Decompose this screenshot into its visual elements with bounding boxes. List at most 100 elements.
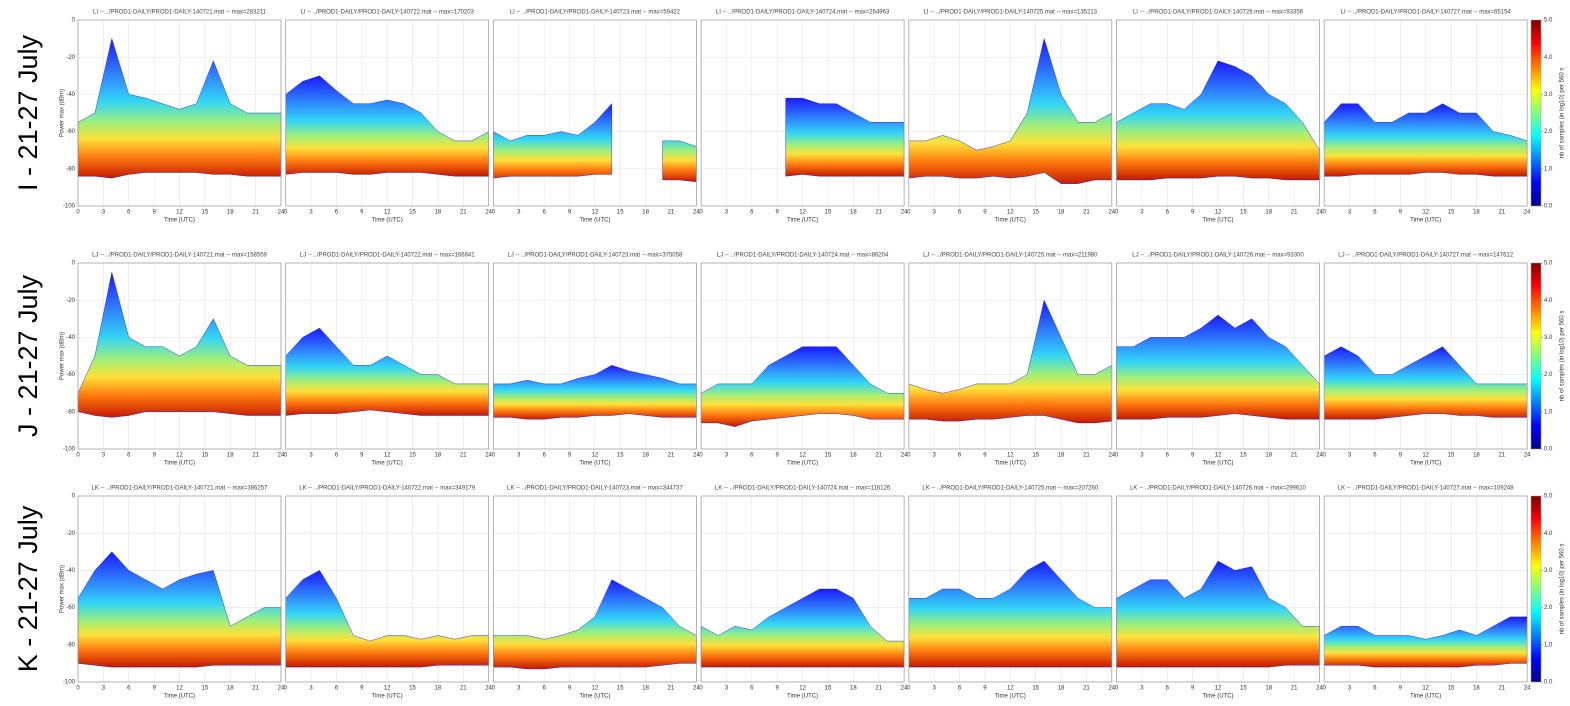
x-tick-label: 9 <box>152 686 156 692</box>
x-tick-label: 18 <box>1058 686 1065 692</box>
colorbar-tick-label: 5.0 <box>1544 261 1553 267</box>
x-tick-label: 15 <box>409 210 416 216</box>
chart-title: LI -- ../PROD1-DAILY/PROD1-DAILY-140727.… <box>1341 10 1512 16</box>
x-tick-label: 0 <box>1323 686 1327 692</box>
x-tick-label: 3 <box>933 686 937 692</box>
colorbar-tick-label: 3.0 <box>1544 568 1553 574</box>
x-tick-label: 3 <box>309 686 313 692</box>
x-tick-label: 6 <box>1166 453 1170 459</box>
x-tick-label: 12 <box>176 453 183 459</box>
chart-title: LI -- ../PROD1-DAILY/PROD1-DAILY-140724.… <box>716 10 890 16</box>
y-axis-label: Power max (dBm) <box>60 332 66 380</box>
x-tick-label: 18 <box>227 210 234 216</box>
chart-title: LI -- ../PROD1-DAILY/PROD1-DAILY-140723.… <box>510 10 681 16</box>
x-axis-label: Time (UTC) <box>164 218 195 224</box>
x-tick-label: 18 <box>1265 686 1272 692</box>
x-tick-label: 15 <box>202 210 209 216</box>
x-tick-label: 12 <box>1007 453 1014 459</box>
x-tick-label: 15 <box>409 686 416 692</box>
x-tick-label: 18 <box>227 453 234 459</box>
y-tick-label: -80 <box>66 409 75 415</box>
colorbar-tick-label: 4.0 <box>1544 531 1553 537</box>
y-tick-label: -100 <box>63 680 76 686</box>
x-tick-label: 18 <box>642 453 649 459</box>
x-tick-label: 15 <box>1032 453 1039 459</box>
x-tick-label: 0 <box>1323 210 1327 216</box>
chart-title: LI -- ../PROD1-DAILY/PROD1-DAILY-140725.… <box>924 10 1098 16</box>
y-tick-label: -20 <box>66 531 75 537</box>
x-tick-label: 3 <box>933 453 937 459</box>
x-tick-label: 12 <box>1422 210 1429 216</box>
x-tick-label: 9 <box>360 453 364 459</box>
x-tick-label: 3 <box>933 210 937 216</box>
x-tick-label: 18 <box>435 210 442 216</box>
y-tick-label: -40 <box>66 92 75 98</box>
y-tick-label: -60 <box>66 372 75 378</box>
x-tick-label: 0 <box>699 210 703 216</box>
x-tick-label: 15 <box>825 686 832 692</box>
y-tick-label: 0 <box>72 261 76 267</box>
x-tick-label: 15 <box>409 453 416 459</box>
x-tick-label: 15 <box>1448 210 1455 216</box>
x-axis-label: Time (UTC) <box>995 461 1026 467</box>
row-label: K - 21-27 July <box>13 505 43 672</box>
colorbar-tick-label: 5.0 <box>1544 494 1553 500</box>
x-axis-label: Time (UTC) <box>372 218 403 224</box>
x-tick-label: 15 <box>1448 686 1455 692</box>
colorbar-tick-label: 5.0 <box>1544 18 1553 24</box>
chart-title: LJ -- ../PROD1-DAILY/PROD1-DAILY-140726.… <box>1132 253 1304 259</box>
x-tick-label: 9 <box>568 453 572 459</box>
y-axis-label: Power max (dBm) <box>60 89 66 137</box>
chart-title: LK -- ../PROD1-DAILY/PROD1-DAILY-140725.… <box>922 486 1098 492</box>
x-tick-label: 6 <box>127 453 131 459</box>
x-tick-label: 12 <box>592 453 599 459</box>
x-tick-label: 9 <box>152 453 156 459</box>
y-tick-label: -80 <box>66 642 75 648</box>
x-tick-label: 12 <box>1215 686 1222 692</box>
x-tick-label: 15 <box>1032 686 1039 692</box>
x-tick-label: 12 <box>384 686 391 692</box>
x-tick-label: 18 <box>1265 453 1272 459</box>
colorbar <box>1531 263 1541 449</box>
x-tick-label: 9 <box>983 210 987 216</box>
x-tick-label: 18 <box>1473 210 1480 216</box>
colorbar-tick-label: 0.0 <box>1544 680 1553 686</box>
x-tick-label: 21 <box>875 686 882 692</box>
x-tick-label: 18 <box>227 686 234 692</box>
x-axis-label: Time (UTC) <box>1202 694 1233 700</box>
x-tick-label: 0 <box>76 686 80 692</box>
y-tick-label: -60 <box>66 129 75 135</box>
x-axis-label: Time (UTC) <box>372 461 403 467</box>
chart-title: LJ -- ../PROD1-DAILY/PROD1-DAILY-140721.… <box>92 253 267 259</box>
x-axis-label: Time (UTC) <box>787 694 818 700</box>
figure: I - 21-27 JulyJ - 21-27 JulyK - 21-27 Ju… <box>0 0 1570 701</box>
colorbar-tick-label: 2.0 <box>1544 605 1553 611</box>
x-tick-label: 21 <box>1498 210 1505 216</box>
colorbar-label: nb of samples (in log10) per 560 s <box>1560 311 1566 402</box>
y-axis-label: Power max (dBm) <box>60 565 66 613</box>
x-tick-label: 21 <box>875 453 882 459</box>
chart-title: LJ -- ../PROD1-DAILY/PROD1-DAILY-140727.… <box>1338 253 1513 259</box>
y-tick-label: -40 <box>66 335 75 341</box>
x-tick-label: 6 <box>750 453 754 459</box>
x-tick-label: 18 <box>435 686 442 692</box>
x-tick-label: 21 <box>1083 210 1090 216</box>
x-tick-label: 18 <box>1473 453 1480 459</box>
x-tick-label: 6 <box>1373 686 1377 692</box>
x-tick-label: 3 <box>517 210 521 216</box>
x-tick-label: 18 <box>850 686 857 692</box>
colorbar <box>1531 20 1541 206</box>
x-tick-label: 6 <box>542 210 546 216</box>
x-axis-label: Time (UTC) <box>1202 461 1233 467</box>
x-axis-label: Time (UTC) <box>995 218 1026 224</box>
x-tick-label: 3 <box>517 453 521 459</box>
x-tick-label: 15 <box>1240 210 1247 216</box>
x-tick-label: 9 <box>152 210 156 216</box>
x-tick-label: 21 <box>460 453 467 459</box>
x-axis-label: Time (UTC) <box>995 694 1026 700</box>
x-tick-label: 0 <box>699 686 703 692</box>
x-tick-label: 3 <box>725 210 729 216</box>
chart-title: LI -- ../PROD1-DAILY/PROD1-DAILY-140722.… <box>300 10 474 16</box>
x-tick-label: 12 <box>799 686 806 692</box>
x-axis-label: Time (UTC) <box>787 461 818 467</box>
